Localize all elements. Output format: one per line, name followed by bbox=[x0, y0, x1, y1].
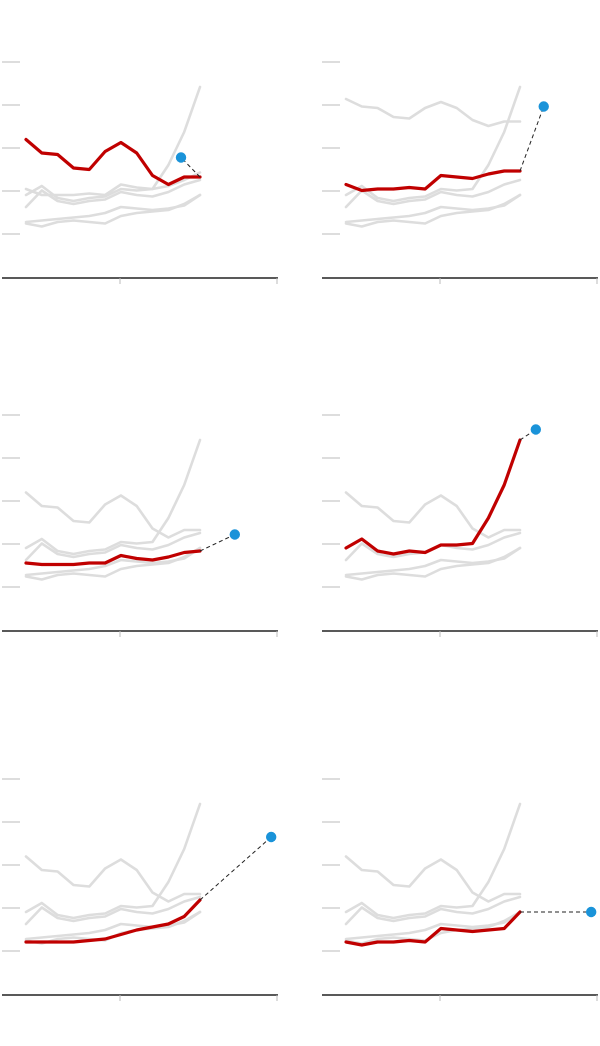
highlighted-series-line bbox=[24, 137, 202, 187]
background-series-line bbox=[24, 85, 202, 203]
background-series-line bbox=[24, 531, 202, 562]
highlighted-series-line bbox=[24, 549, 202, 567]
background-series-line bbox=[24, 438, 202, 556]
background-series-line bbox=[344, 895, 522, 926]
background-series-line bbox=[344, 855, 522, 903]
endpoint-dot bbox=[538, 101, 549, 112]
chart-panel-6 bbox=[322, 778, 598, 1001]
highlighted-series-line bbox=[24, 898, 202, 944]
background-series-line bbox=[24, 491, 202, 539]
chart-panel-2 bbox=[322, 61, 598, 284]
highlighted-series-line bbox=[344, 910, 522, 947]
chart-panel-5 bbox=[2, 778, 278, 1001]
endpoint-dot bbox=[265, 831, 277, 843]
highlighted-series-line bbox=[344, 438, 522, 556]
endpoint-connector bbox=[199, 534, 236, 552]
background-series-line bbox=[344, 193, 522, 228]
chart-panel-3 bbox=[2, 414, 278, 637]
background-series-line bbox=[344, 178, 522, 209]
background-series-line bbox=[24, 855, 202, 903]
background-series-line bbox=[344, 97, 522, 128]
endpoint-connector bbox=[199, 836, 272, 901]
endpoint-dot bbox=[585, 906, 597, 918]
background-series-line bbox=[24, 546, 202, 581]
background-series-line bbox=[344, 802, 522, 920]
endpoint-dot bbox=[175, 152, 187, 163]
background-series-line bbox=[344, 546, 522, 581]
background-series-line bbox=[24, 802, 202, 920]
endpoint-dot bbox=[530, 424, 542, 435]
background-series-line bbox=[344, 491, 522, 539]
highlighted-series-line bbox=[344, 169, 522, 193]
chart-panel-4 bbox=[322, 414, 598, 637]
background-series-line bbox=[24, 178, 202, 209]
background-series-line bbox=[24, 895, 202, 926]
endpoint-connector bbox=[519, 106, 545, 172]
endpoint-dot bbox=[229, 529, 240, 540]
background-series-line bbox=[344, 85, 522, 203]
chart-panel-1 bbox=[2, 61, 278, 284]
background-series-line bbox=[24, 193, 202, 228]
